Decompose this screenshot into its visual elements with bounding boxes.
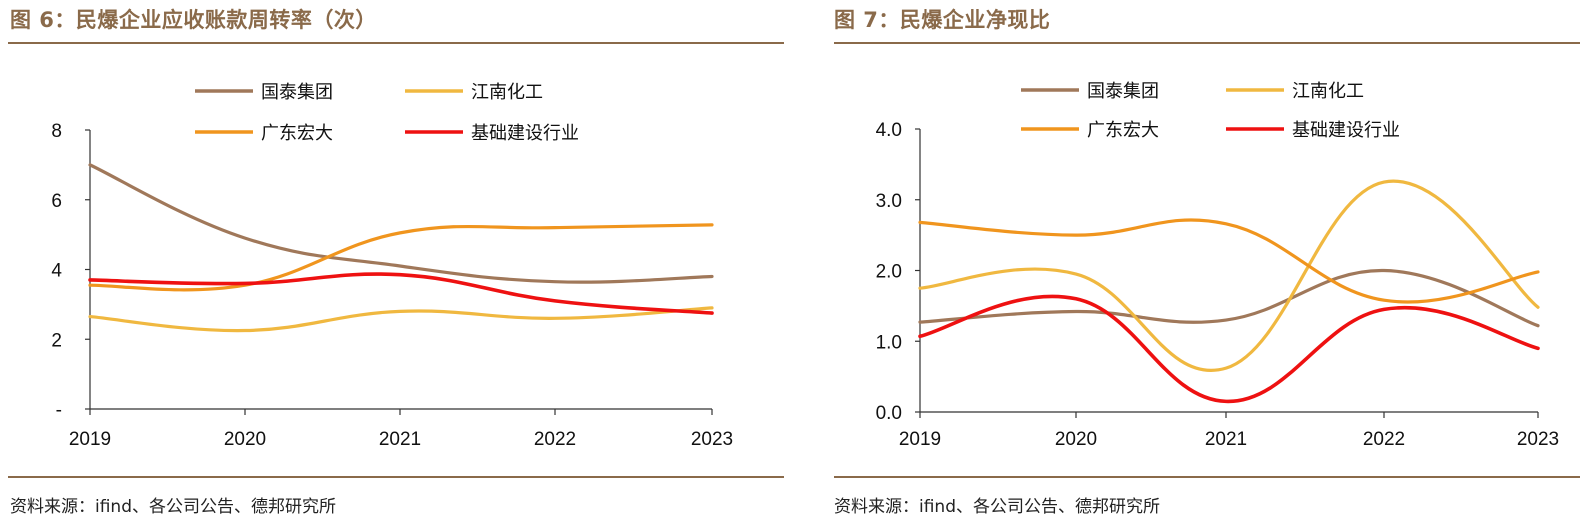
source-rule (834, 476, 1580, 478)
series-line-guotai (918, 268, 1540, 328)
y-tick-label: 2.0 (876, 262, 902, 283)
series-line-jiangnan (88, 306, 714, 333)
x-tick-label: 2022 (1363, 429, 1405, 450)
x-tick-label: 2019 (69, 429, 111, 450)
legend-label-hongda: 广东宏大 (1087, 120, 1159, 141)
line-chart-cash-ratio: 0.0 1.0 2.0 3.0 4.0 2019 2020 2021 2022 2023 国泰集团 江… (876, 81, 1560, 450)
y-tick-label: 4.0 (876, 120, 902, 141)
legend-label-infrastructure: 基础建设行业 (471, 123, 579, 144)
title-rule (834, 42, 1580, 44)
y-tick-label: 4 (51, 261, 62, 282)
x-tick-label: 2020 (1055, 429, 1097, 450)
legend-label-jiangnan: 江南化工 (1292, 81, 1364, 102)
series-line-hongda (918, 218, 1540, 304)
legend-label-jiangnan: 江南化工 (471, 82, 543, 103)
x-tick-label: 2023 (691, 429, 733, 450)
chart-panel-left: 图 6：民爆企业应收账款周转率（次） - 2 4 6 8 2019 2020 2021 2022… (0, 0, 790, 528)
figure-title: 图 6：民爆企业应收账款周转率（次） (10, 8, 377, 32)
series-line-jiangnan (918, 179, 1540, 372)
source-note: 资料来源：ifind、各公司公告、德邦研究所 (834, 497, 1160, 517)
x-tick-label: 2023 (1517, 429, 1559, 450)
series-line-infrastructure (918, 294, 1540, 404)
title-rule (8, 42, 784, 44)
y-tick-label: 8 (51, 121, 62, 142)
x-tick-label: 2021 (379, 429, 421, 450)
y-tick-label: 2 (51, 330, 62, 351)
figure-title: 图 7：民爆企业净现比 (834, 8, 1051, 32)
y-tick-label: 3.0 (876, 191, 902, 212)
y-tick-label: 1.0 (876, 332, 902, 353)
legend-label-hongda: 广东宏大 (261, 123, 333, 144)
y-tick-label: 6 (51, 191, 62, 212)
y-tick-label: 0.0 (876, 403, 902, 424)
legend-label-infrastructure: 基础建设行业 (1292, 120, 1400, 141)
series-line-hongda (88, 223, 714, 292)
series-line-infrastructure (88, 272, 714, 315)
source-note: 资料来源：ifind、各公司公告、德邦研究所 (10, 497, 336, 517)
legend-label-guotai: 国泰集团 (1087, 81, 1159, 102)
x-tick-label: 2019 (899, 429, 941, 450)
y-tick-label: - (56, 400, 62, 421)
x-tick-label: 2022 (534, 429, 576, 450)
x-tick-label: 2021 (1205, 429, 1247, 450)
legend-label-guotai: 国泰集团 (261, 82, 333, 103)
x-tick-label: 2020 (224, 429, 266, 450)
series-line-guotai (88, 163, 714, 284)
source-rule (8, 476, 784, 478)
chart-panel-right: 图 7：民爆企业净现比 0.0 1.0 2.0 3.0 4.0 2019 2020 2021 2… (826, 0, 1586, 528)
